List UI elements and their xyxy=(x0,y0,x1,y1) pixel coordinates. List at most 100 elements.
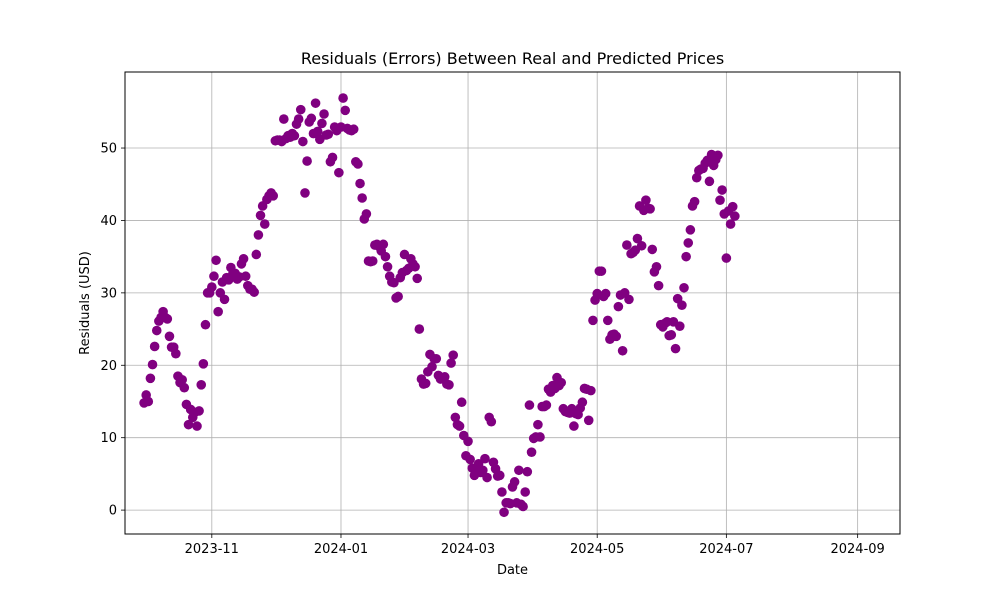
data-point xyxy=(482,472,492,483)
data-point xyxy=(645,204,655,214)
data-point xyxy=(647,244,658,255)
data-point xyxy=(494,470,505,481)
data-point xyxy=(674,321,685,331)
axis-ticks: 2023-11 2024-01 2024-03 2024-05 2024-07 2024-… xyxy=(100,142,884,557)
x-tick-label: 2024-07 xyxy=(699,542,753,557)
data-point xyxy=(171,348,181,359)
data-point xyxy=(666,330,677,340)
data-point xyxy=(602,315,613,326)
x-tick-label: 2023-11 xyxy=(185,542,239,557)
data-point xyxy=(310,98,321,108)
data-point xyxy=(522,466,533,477)
data-point xyxy=(382,261,393,272)
data-point xyxy=(670,343,681,354)
data-point xyxy=(361,209,372,219)
gridlines xyxy=(125,72,900,534)
data-point xyxy=(480,453,490,464)
data-point xyxy=(713,150,723,161)
data-point xyxy=(147,359,158,370)
x-tick-label: 2024-01 xyxy=(314,542,368,557)
x-tick-label: 2024-03 xyxy=(441,542,495,557)
data-point xyxy=(520,487,531,497)
data-point xyxy=(306,113,317,124)
data-point xyxy=(526,447,537,457)
data-point xyxy=(465,454,475,465)
data-point xyxy=(486,416,497,427)
data-point xyxy=(624,294,634,305)
data-point xyxy=(319,109,329,119)
data-point xyxy=(279,114,289,124)
data-point xyxy=(300,188,310,198)
data-point xyxy=(353,159,363,169)
data-point xyxy=(727,201,738,212)
data-point xyxy=(357,193,367,203)
data-point xyxy=(414,324,425,334)
data-point xyxy=(689,196,700,207)
data-point xyxy=(577,397,588,408)
data-point xyxy=(253,230,264,240)
data-point xyxy=(255,210,266,221)
data-point xyxy=(444,380,454,390)
y-tick-label: 20 xyxy=(100,359,117,374)
data-point xyxy=(583,415,594,426)
data-point xyxy=(448,350,459,360)
data-point xyxy=(725,219,736,229)
data-point xyxy=(268,191,279,201)
data-point xyxy=(327,152,338,163)
data-point xyxy=(617,345,628,356)
data-point xyxy=(685,225,696,235)
data-point xyxy=(323,129,334,140)
data-point xyxy=(259,219,270,229)
data-point xyxy=(378,239,389,250)
data-point xyxy=(677,300,687,310)
data-point xyxy=(588,315,598,326)
data-point xyxy=(636,240,647,251)
data-point xyxy=(641,195,651,205)
data-point xyxy=(293,114,304,124)
data-point xyxy=(450,412,461,423)
data-point xyxy=(200,319,211,330)
plot-frame xyxy=(124,71,901,535)
data-point xyxy=(456,397,467,408)
data-point xyxy=(207,282,217,292)
data-point xyxy=(533,419,543,430)
data-point xyxy=(162,314,173,324)
data-point xyxy=(179,382,190,393)
data-point xyxy=(691,172,702,183)
data-point xyxy=(238,254,249,264)
data-point xyxy=(412,273,423,284)
data-point xyxy=(164,331,175,342)
data-point xyxy=(717,185,727,195)
data-point xyxy=(721,253,732,263)
data-point xyxy=(380,251,391,262)
data-point xyxy=(446,358,456,368)
data-point xyxy=(213,306,223,317)
data-point xyxy=(514,465,524,476)
chart-title: Residuals (Errors) Between Real and Pred… xyxy=(301,49,724,68)
data-points xyxy=(139,93,740,518)
y-tick-label: 0 xyxy=(109,504,117,519)
data-point xyxy=(535,432,545,442)
y-tick-label: 10 xyxy=(100,431,117,446)
x-tick-label: 2024-09 xyxy=(830,542,884,557)
data-point xyxy=(393,291,403,302)
data-point xyxy=(183,419,194,430)
y-axis-label: Residuals (USD) xyxy=(78,251,93,355)
data-point xyxy=(653,280,664,291)
data-point xyxy=(431,353,442,364)
data-point xyxy=(586,385,596,396)
y-tick-label: 40 xyxy=(100,214,117,229)
data-point xyxy=(596,266,607,276)
data-point xyxy=(240,271,251,282)
data-point xyxy=(518,501,528,512)
data-point xyxy=(298,136,308,147)
data-point xyxy=(334,167,344,178)
data-point xyxy=(427,361,437,372)
data-point xyxy=(622,240,632,250)
data-point xyxy=(524,400,535,410)
data-point xyxy=(317,118,327,129)
data-point xyxy=(420,378,431,389)
data-point xyxy=(683,238,694,248)
